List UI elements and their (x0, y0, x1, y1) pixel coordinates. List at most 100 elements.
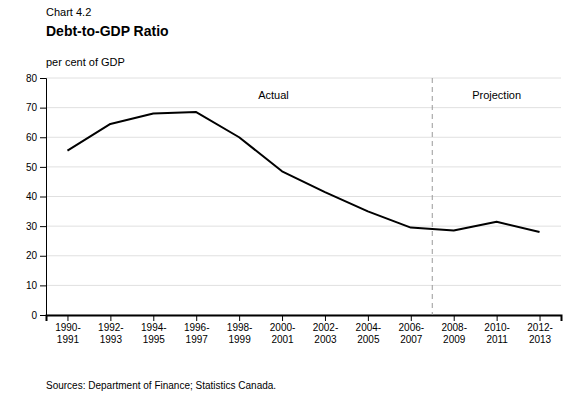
x-tick-mark (196, 315, 197, 321)
x-tick-mark (325, 315, 326, 321)
y-tick: 60 (26, 132, 46, 143)
x-tick-mark (153, 315, 154, 321)
y-tick: 0 (31, 310, 46, 321)
y-tick: 70 (26, 102, 46, 113)
y-tick-label: 10 (26, 280, 38, 291)
x-tick-label: 1990-1991 (55, 322, 81, 345)
chart: Chart 4.2Debt-to-GDP Ratioper cent of GD… (0, 0, 575, 397)
grid-line (46, 226, 561, 227)
x-tick-label-line: 2002- (313, 322, 339, 333)
x-tick-label: 1996-1997 (184, 322, 210, 345)
x-tick-mark (411, 315, 412, 321)
y-tick: 20 (26, 250, 46, 261)
x-tick-label-line: 1992- (98, 322, 124, 333)
x-tick-mark (239, 315, 240, 321)
x-tick-label: 2006-2007 (399, 322, 425, 345)
x-tick-mark (454, 315, 455, 321)
x-tick-label: 2012-2013 (527, 322, 553, 345)
y-tick-label: 50 (26, 162, 38, 173)
grid-line (46, 78, 561, 79)
y-tick: 40 (26, 191, 46, 202)
grid-line (46, 196, 561, 197)
x-tick-label-line: 1997 (186, 334, 209, 345)
x-tick-label-line: 2003 (314, 334, 337, 345)
x-tick-label-line: 2007 (400, 334, 423, 345)
x-axis-line (47, 316, 562, 322)
x-tick: 2002-2003 (313, 315, 339, 345)
y-tick-label: 80 (26, 73, 38, 84)
x-tick-label-line: 2011 (486, 334, 508, 345)
x-tick: 2000-2001 (270, 315, 296, 345)
x-tick-label-line: 2004- (356, 322, 382, 333)
x-tick-label: 1998-1999 (227, 322, 253, 345)
x-tick: 2004-2005 (356, 315, 382, 345)
y-tick-mark (40, 167, 46, 168)
grid-line (46, 166, 561, 167)
grid (46, 78, 561, 315)
x-tick-label: 2002-2003 (313, 322, 339, 345)
x-tick-label-line: 2010- (484, 322, 510, 333)
x-tick-label-line: 1998- (227, 322, 253, 333)
x-tick-label-line: 1994- (141, 322, 167, 333)
x-axis: 1990-1991 1992-1993 1994-1995 1996-1997 1998… (47, 315, 562, 345)
y-tick: 50 (26, 162, 46, 173)
x-tick-label-line: 1999 (229, 334, 252, 345)
y-tick-mark (40, 108, 46, 109)
x-tick-label-line: 1993 (100, 334, 123, 345)
plot-area: 0 10 20 30 40 50 60 70 80 1990-1991 1992-1993 1994-… (26, 73, 562, 345)
x-tick-mark (540, 315, 541, 321)
divider-line (432, 78, 433, 315)
x-tick: 2010-2011 (484, 315, 510, 345)
x-tick-label-line: 1991 (57, 334, 80, 345)
y-tick-label: 0 (31, 310, 37, 321)
chart-label: Chart 4.2 (46, 6, 91, 18)
grid-line (46, 107, 561, 108)
y-tick: 30 (26, 221, 46, 232)
x-tick-label: 2010-2011 (484, 322, 510, 345)
x-tick-label-line: 2000- (270, 322, 296, 333)
x-tick: 1992-1993 (98, 315, 124, 345)
y-tick-mark (40, 197, 46, 198)
x-tick: 1994-1995 (141, 315, 167, 345)
x-tick-mark (282, 315, 283, 321)
x-tick-label: 1992-1993 (98, 322, 124, 345)
y-tick: 80 (26, 73, 46, 84)
marks (67, 78, 539, 315)
x-tick: 2006-2007 (399, 315, 425, 345)
x-tick-label-line: 2001 (271, 334, 294, 345)
x-tick-label-line: 2013 (529, 334, 552, 345)
annotation: Projection (472, 89, 521, 101)
y-tick-label: 70 (26, 102, 38, 113)
y-axis-line (40, 79, 47, 316)
x-tick-label-line: 2005 (357, 334, 380, 345)
x-tick-mark (110, 315, 111, 321)
x-tick-label: 2008-2009 (441, 322, 467, 345)
y-tick: 10 (26, 280, 46, 291)
y-tick-mark (40, 78, 46, 79)
y-tick-mark (40, 315, 46, 316)
x-tick-label-line: 2009 (443, 334, 466, 345)
y-tick-mark (40, 285, 46, 286)
grid-line (46, 255, 561, 256)
y-axis: 0 10 20 30 40 50 60 70 80 (26, 73, 47, 321)
annotation: Actual (258, 89, 289, 101)
x-tick: 2008-2009 (441, 315, 467, 345)
x-tick: 1998-1999 (227, 315, 253, 345)
grid-line (46, 137, 561, 138)
x-tick: 1996-1997 (184, 315, 210, 345)
x-tick-mark (67, 315, 68, 321)
data-line (67, 112, 539, 232)
grid-line (46, 285, 561, 286)
x-tick-label-line: 2012- (527, 322, 553, 333)
x-tick-mark (368, 315, 369, 321)
annotations: Actual Projection (258, 89, 521, 101)
y-tick-mark (40, 226, 46, 227)
x-tick-mark (497, 315, 498, 321)
x-tick-label: 1994-1995 (141, 322, 167, 345)
x-tick-label-line: 2008- (441, 322, 467, 333)
x-tick-label-line: 2006- (399, 322, 425, 333)
y-tick-label: 20 (26, 250, 38, 261)
x-tick-label-line: 1995 (143, 334, 166, 345)
x-tick-label: 2004-2005 (356, 322, 382, 345)
x-tick: 1990-1991 (55, 315, 81, 345)
